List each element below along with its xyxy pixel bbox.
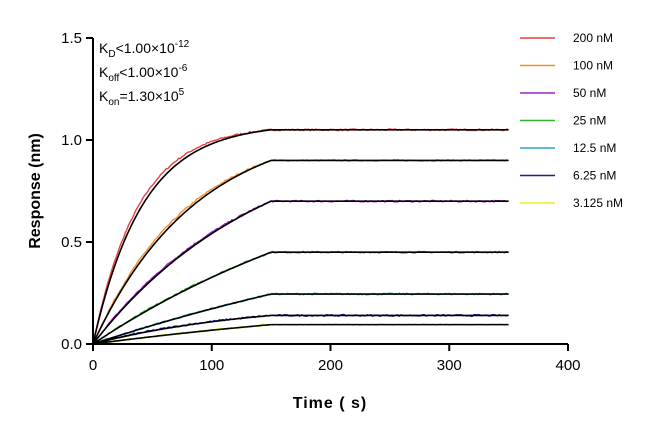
fit-line-6 — [92, 314, 509, 345]
fit-line-5 — [92, 293, 509, 345]
y-tick-label: 0.0 — [61, 336, 82, 353]
legend-label-3: 50 nM — [573, 86, 606, 100]
annotation-kon: Kon=1.30×105 — [99, 87, 185, 108]
legend-label-2: 100 nM — [573, 59, 613, 73]
fit-line-2 — [92, 159, 509, 345]
y-tick-label: 1.0 — [61, 132, 82, 149]
legend: 200 nM 100 nM 50 nM 25 nM 12.5 nM 6.25 nM 3.12… — [520, 31, 623, 210]
series-line-7 — [92, 323, 509, 345]
x-tick-label: 400 — [555, 357, 580, 374]
axes: 0.0 0.5 1.0 1.5 0 100 200 300 400 — [61, 30, 580, 374]
annotations: KD<1.00×10-12 Koff<1.00×10-6 Kon=1.30×105 — [99, 39, 190, 108]
fit-line-7 — [92, 323, 509, 345]
x-tick-label: 200 — [318, 357, 343, 374]
plot-area — [92, 128, 509, 345]
y-tick-label: 1.5 — [61, 30, 82, 47]
fit-line-3 — [92, 200, 509, 345]
annotation-kd: KD<1.00×10-12 — [99, 39, 190, 60]
x-tick-label: 0 — [89, 357, 97, 374]
fit-line-4 — [92, 251, 509, 345]
legend-label-1: 200 nM — [573, 31, 613, 45]
x-tick-label: 300 — [437, 357, 462, 374]
x-tick-label: 100 — [199, 357, 224, 374]
legend-label-5: 12.5 nM — [573, 141, 616, 155]
legend-label-4: 25 nM — [573, 114, 606, 128]
fit-line-1 — [92, 129, 509, 345]
series-line-6 — [92, 313, 509, 345]
legend-label-7: 3.125 nM — [573, 196, 623, 210]
y-tick-label: 0.5 — [61, 234, 82, 251]
legend-label-6: 6.25 nM — [573, 169, 616, 183]
x-axis-title: Time ( s) — [293, 395, 368, 412]
y-axis-title: Response (nm) — [27, 133, 44, 249]
series-line-3 — [92, 199, 509, 345]
annotation-koff: Koff<1.00×10-6 — [99, 63, 188, 84]
